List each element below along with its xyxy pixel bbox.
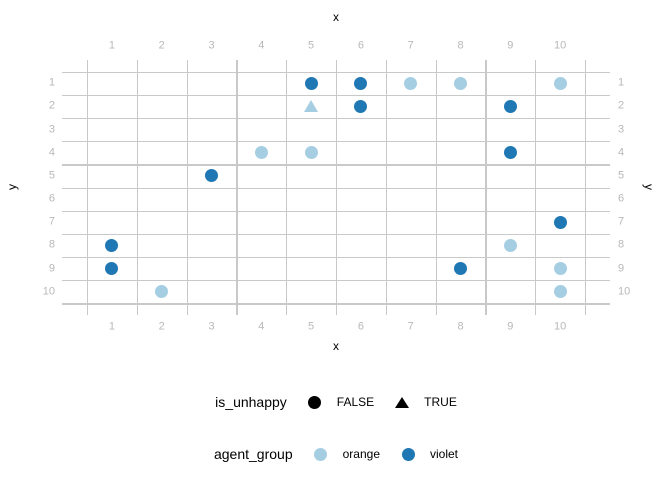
circle-icon: [314, 447, 328, 461]
gridline-vertical: [385, 60, 388, 315]
gridline-vertical: [535, 60, 537, 315]
gridline-vertical: [485, 60, 487, 315]
data-point-circle: [105, 238, 119, 252]
x-tick-label-top: 3: [208, 39, 215, 52]
circle-icon: [401, 447, 415, 461]
x-tick-label-bottom: 6: [357, 320, 364, 333]
y-tick-label-right: 1: [618, 76, 625, 89]
x-tick-label-top: 8: [457, 39, 464, 52]
y-tick-label-left: 7: [48, 215, 55, 228]
x-tick-label-bottom: 10: [553, 320, 567, 333]
x-tick-label-bottom: 4: [258, 320, 265, 333]
data-point-circle: [304, 146, 318, 160]
x-tick-label-top: 1: [108, 39, 115, 52]
legend-item-label: TRUE: [424, 395, 457, 409]
x-tick-label-bottom: 5: [308, 320, 315, 333]
legend-is-unhappy: is_unhappy FALSE TRUE: [0, 391, 672, 413]
data-point-triangle: [304, 100, 319, 113]
legend-key: [309, 447, 333, 461]
data-point-circle: [454, 262, 467, 276]
y-tick-label-left: 6: [48, 192, 55, 205]
legend-item-label: FALSE: [336, 395, 375, 409]
x-tick-label-bottom: 3: [208, 320, 215, 333]
gridline-horizontal: [62, 233, 610, 236]
y-tick-label-left: 1: [48, 76, 55, 89]
data-point-circle: [254, 146, 268, 160]
y-axis-title-left: y: [5, 184, 19, 190]
legend-title: is_unhappy: [215, 394, 287, 410]
legend-item: TRUE: [390, 395, 457, 409]
data-point-circle: [404, 76, 418, 90]
y-tick-label-right: 10: [618, 285, 631, 298]
y-tick-label-left: 4: [48, 146, 55, 159]
data-point-circle: [503, 238, 517, 252]
data-point-circle: [304, 76, 318, 90]
x-tick-label-bottom: 8: [457, 320, 464, 333]
data-point-circle: [354, 99, 368, 113]
legend-agent-group: agent_group orange violet: [0, 443, 672, 465]
data-point-circle: [454, 76, 467, 90]
data-point-circle: [155, 285, 169, 299]
x-tick-label-top: 4: [258, 39, 265, 52]
legend-key: [303, 395, 327, 409]
x-tick-label-top: 2: [158, 39, 165, 52]
x-tick-label-bottom: 9: [507, 320, 514, 333]
y-tick-label-left: 8: [48, 238, 55, 251]
legend-title: agent_group: [213, 446, 293, 462]
circle-icon: [308, 395, 322, 409]
data-point-circle: [503, 99, 517, 113]
x-tick-label-bottom: 2: [158, 320, 165, 333]
plot-panel: [62, 60, 610, 315]
x-axis-title-bottom: x: [333, 339, 339, 353]
x-tick-label-bottom: 7: [407, 320, 414, 333]
data-point-circle: [553, 262, 567, 276]
y-tick-label-left: 10: [42, 285, 55, 298]
x-tick-label-top: 5: [308, 39, 315, 52]
x-tick-label-top: 6: [357, 39, 364, 52]
x-tick-label-top: 7: [407, 39, 414, 52]
gridline-horizontal: [62, 280, 610, 282]
legend-item: FALSE: [303, 395, 374, 409]
data-point-circle: [105, 262, 119, 276]
gridline-vertical: [585, 60, 587, 315]
y-tick-label-right: 5: [618, 169, 625, 182]
legend-item-label: orange: [342, 447, 380, 461]
legend-item: violet: [396, 447, 458, 461]
gridline-horizontal: [62, 187, 610, 189]
y-tick-label-left: 2: [48, 99, 55, 112]
y-tick-label-left: 9: [48, 262, 55, 275]
y-tick-label-right: 8: [618, 238, 625, 251]
y-tick-label-right: 9: [618, 262, 625, 275]
legend-item: orange: [309, 447, 380, 461]
y-tick-label-right: 4: [618, 146, 625, 159]
legend-key: [390, 396, 414, 408]
legend-item-label: violet: [430, 447, 459, 461]
x-tick-label-top: 10: [553, 39, 567, 52]
y-tick-label-right: 7: [618, 215, 625, 228]
x-tick-label-top: 9: [507, 39, 514, 52]
y-tick-label-right: 3: [618, 123, 625, 136]
gridline-vertical: [435, 60, 437, 315]
data-point-circle: [553, 76, 567, 90]
data-point-circle: [205, 169, 218, 183]
x-tick-label-bottom: 1: [108, 320, 115, 333]
gridline-horizontal: [62, 210, 610, 212]
gridline-horizontal: [62, 257, 610, 259]
data-point-circle: [354, 76, 368, 90]
legend-key: [396, 447, 420, 461]
y-axis-title-right: y: [642, 184, 656, 190]
y-tick-label-left: 5: [48, 169, 55, 182]
data-point-circle: [553, 285, 567, 299]
gridline-horizontal: [62, 303, 610, 305]
x-axis-title-top: x: [333, 10, 339, 24]
y-tick-label-right: 6: [618, 192, 625, 205]
data-point-circle: [553, 215, 567, 229]
data-point-circle: [503, 146, 517, 160]
y-tick-label-right: 2: [618, 99, 625, 112]
y-tick-label-left: 3: [48, 123, 55, 136]
triangle-icon: [395, 396, 410, 408]
